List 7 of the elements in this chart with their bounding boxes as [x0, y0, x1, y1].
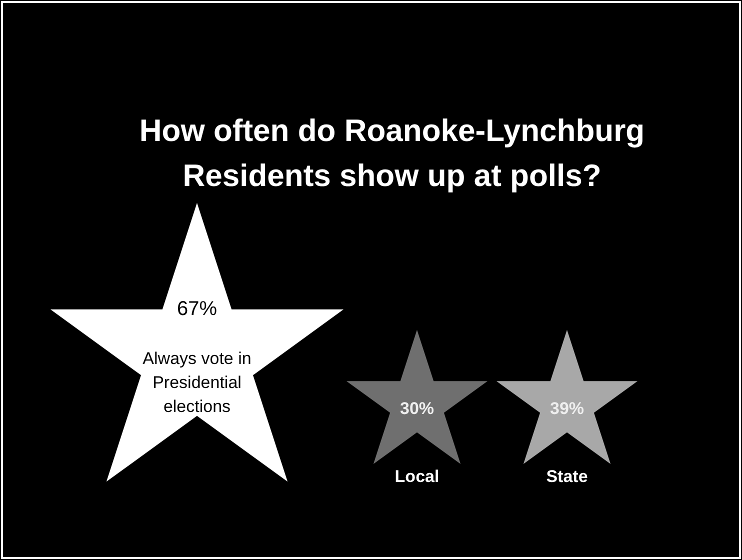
category-label: Local — [394, 467, 440, 486]
data-label: 30% — [400, 399, 434, 418]
data-label: 39% — [550, 399, 584, 418]
data-label: 67% — [176, 298, 218, 320]
text: How often do Roanoke-Lynchburg Residents show up at polls? — [139, 113, 645, 193]
category-label: State — [546, 467, 588, 486]
category-label: Always vote in Presidential elections — [142, 349, 252, 416]
